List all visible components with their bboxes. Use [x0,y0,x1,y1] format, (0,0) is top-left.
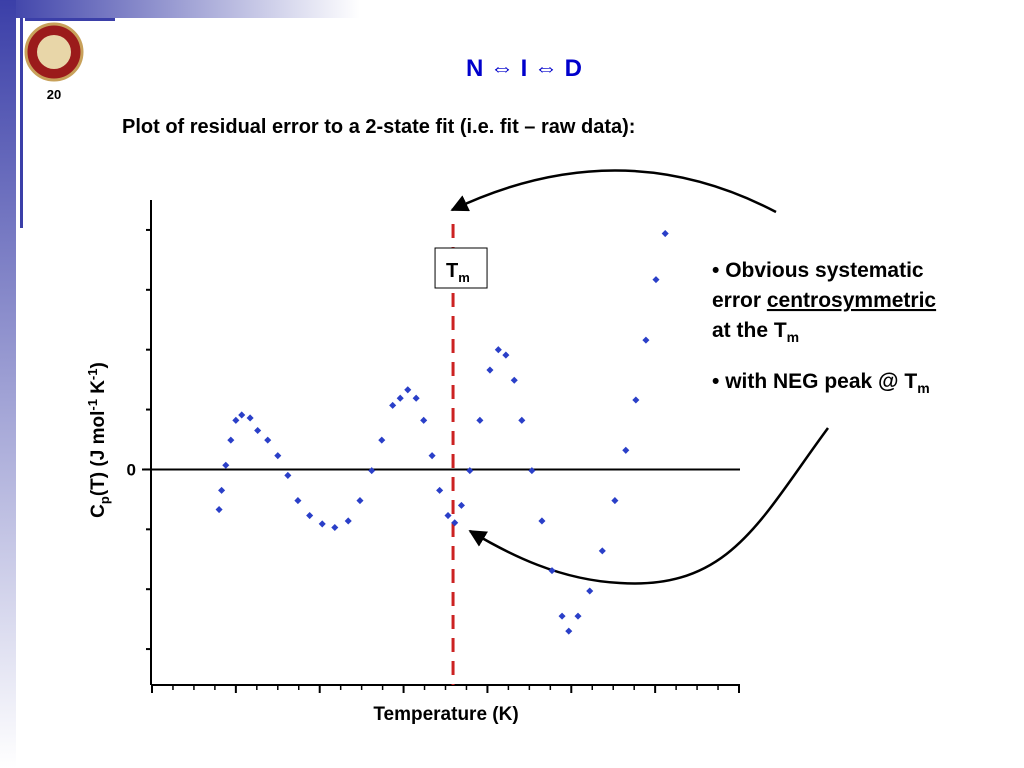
bullet: • with NEG peak @ Tm [712,370,930,396]
data-point [632,396,640,404]
data-point [215,506,223,514]
data-point [294,497,302,505]
data-point [284,471,292,479]
data-point [396,394,404,402]
data-point [548,567,556,575]
data-point [598,547,606,555]
data-point [389,401,397,409]
data-point [368,467,376,475]
data-point [586,587,594,595]
x-axis-label: Temperature (K) [373,704,518,725]
data-point [238,411,246,419]
y-label-part: ) [88,362,109,368]
arrow [468,427,830,585]
data-point [412,394,420,402]
data-point [331,523,339,532]
data-point [264,436,272,444]
data-point [254,426,262,435]
bullet-sub: m [917,380,929,396]
bullet-text: at the T [712,319,787,342]
data-point [218,486,226,494]
bullet-underlined: centrosymmetric [767,289,937,312]
tm-sub: m [458,270,470,285]
data-point [510,376,518,384]
left-rule [20,18,23,228]
bullet-line: error centrosymmetric [712,289,936,312]
data-point [444,512,452,520]
data-point [518,416,526,424]
data-point [356,497,364,505]
bullet-text: Obvious systematic [725,259,924,282]
data-point [274,452,282,460]
top-band [0,0,360,18]
bullet-sub: m [787,329,799,345]
logo-center [37,35,71,69]
y-axis-label: Cp(T) (J mol-1 K-1) [85,362,112,518]
heading: Plot of residual error to a 2-state fit … [122,116,635,138]
y-label-part: K [88,380,109,399]
data-point [404,386,412,394]
top-rule [25,18,115,21]
slide-number: 20 [47,87,61,102]
y-label-sup: -1 [85,399,100,411]
bullet-text: error [712,289,767,312]
data-point [436,486,444,494]
y-tick-label: 0 [127,460,136,479]
data-point [502,351,510,359]
slide-title: N ⇔ I ⇔ D [466,55,582,82]
data-point [611,497,619,505]
data-point [344,517,352,525]
data-point [457,501,465,509]
tm-label: Tm [446,260,470,285]
data-point [476,416,484,424]
y-label-part: C [88,504,109,518]
data-point [466,467,474,475]
data-point [661,229,669,238]
data-point [538,517,546,525]
data-point [494,346,502,354]
left-band [0,0,16,768]
data-point [306,512,314,520]
y-label-sup: -1 [85,369,100,381]
bullet-line: at the Tm [712,319,799,345]
data-point [574,612,582,620]
bullet: • Obvious systematic [712,259,924,282]
data-point [451,519,459,527]
data-point [428,452,436,460]
tm-text: T [446,260,458,282]
bullet-text: with NEG peak @ T [724,370,917,393]
y-label-sub: p [97,496,112,504]
data-point [652,276,660,284]
data-point [558,612,566,620]
data-point [232,416,240,424]
y-label-part: (T) (J mol [88,411,109,497]
data-point [246,414,254,422]
data-point [227,436,235,444]
tm-box [434,247,488,289]
data-point [420,416,428,424]
data-point [642,336,650,344]
data-point [565,627,573,635]
data-point [622,446,630,454]
data-point [528,467,536,475]
arrow [450,169,777,214]
data-point [486,366,494,374]
data-point [318,520,326,528]
data-point [378,436,386,444]
data-point [222,461,230,469]
